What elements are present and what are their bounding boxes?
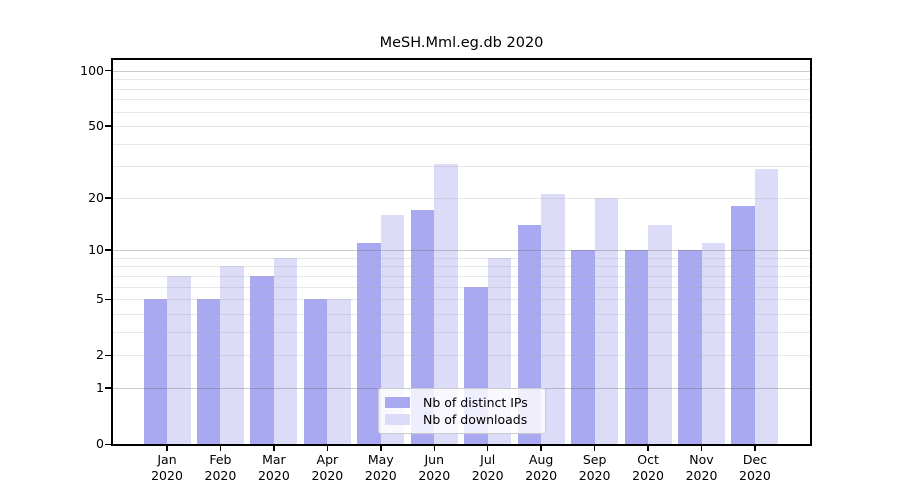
downloads-bar bbox=[220, 266, 244, 444]
y-axis-tick-label: 100 bbox=[80, 62, 104, 78]
x-tick-mark bbox=[433, 446, 435, 451]
downloads-bar bbox=[754, 168, 779, 444]
x-tick-mark bbox=[754, 446, 756, 451]
minor-gridline bbox=[113, 299, 810, 301]
x-axis-tick-label: Nov 2020 bbox=[685, 452, 718, 483]
minor-gridline bbox=[113, 257, 810, 259]
minor-gridline bbox=[113, 126, 810, 127]
minor-gridline bbox=[113, 286, 810, 288]
legend-swatch-distinct-ips bbox=[385, 397, 410, 408]
x-tick-mark bbox=[273, 446, 275, 451]
y-axis-tick-label: 0 bbox=[96, 436, 104, 452]
minor-gridline bbox=[113, 197, 810, 199]
x-axis-tick-label: Aug 2020 bbox=[525, 452, 558, 483]
downloads-bar bbox=[594, 197, 619, 444]
x-tick-mark bbox=[700, 446, 703, 451]
major-gridline bbox=[113, 250, 810, 252]
y-tick-mark bbox=[105, 69, 113, 72]
minor-gridline bbox=[113, 111, 810, 113]
x-tick-mark bbox=[166, 446, 168, 451]
x-axis-tick-label: Feb 2020 bbox=[204, 452, 237, 483]
chart-title: MeSH.Mml.eg.db 2020 bbox=[379, 35, 544, 51]
downloads-bar bbox=[380, 214, 405, 444]
minor-gridline bbox=[113, 314, 810, 315]
x-tick-mark bbox=[219, 446, 222, 451]
minor-gridline bbox=[113, 166, 810, 168]
x-tick-mark bbox=[540, 446, 542, 451]
ips-bar bbox=[357, 243, 381, 444]
x-tick-mark bbox=[380, 446, 382, 451]
downloads-bar bbox=[701, 243, 725, 444]
x-axis-tick-label: Jul 2020 bbox=[471, 452, 504, 483]
y-tick-mark bbox=[105, 443, 113, 446]
x-axis-tick-label: May 2020 bbox=[364, 452, 397, 483]
x-axis-tick-label: Oct 2020 bbox=[632, 452, 664, 483]
minor-gridline bbox=[113, 143, 810, 145]
ips-bar bbox=[678, 250, 702, 444]
minor-gridline bbox=[113, 99, 810, 101]
y-tick-mark bbox=[105, 354, 113, 357]
minor-gridline bbox=[113, 79, 810, 81]
ips-bar bbox=[250, 275, 274, 444]
minor-gridline bbox=[113, 88, 810, 90]
legend-item-downloads: Nb of downloads bbox=[385, 411, 545, 428]
y-axis-tick-label: 5 bbox=[96, 291, 104, 307]
legend-label-distinct-ips: Nb of distinct IPs bbox=[423, 395, 528, 410]
y-tick-mark bbox=[105, 197, 113, 199]
y-axis-tick-label: 50 bbox=[88, 118, 104, 133]
minor-gridline bbox=[113, 266, 810, 268]
downloads-bar bbox=[167, 275, 191, 444]
ips-bar bbox=[196, 299, 221, 444]
legend-swatch-downloads bbox=[385, 414, 410, 425]
x-tick-mark bbox=[593, 446, 596, 451]
y-tick-mark bbox=[105, 298, 113, 300]
legend-item-distinct-ips: Nb of distinct IPs bbox=[385, 394, 545, 411]
y-tick-mark bbox=[105, 387, 113, 389]
downloads-bar bbox=[273, 257, 298, 444]
minor-gridline bbox=[113, 355, 810, 357]
y-axis-tick-label: 20 bbox=[88, 189, 104, 205]
plot-area bbox=[111, 58, 812, 446]
minor-gridline bbox=[113, 275, 810, 277]
ips-bar bbox=[410, 210, 435, 444]
ips-bar bbox=[303, 299, 328, 444]
x-tick-mark bbox=[486, 446, 489, 451]
y-axis-tick-label: 1 bbox=[96, 380, 104, 396]
x-axis-tick-label: Jun 2020 bbox=[418, 452, 451, 483]
x-tick-mark bbox=[647, 446, 649, 451]
y-axis-tick-label: 10 bbox=[88, 242, 104, 258]
ips-bar bbox=[571, 250, 595, 444]
y-tick-mark bbox=[105, 125, 113, 127]
x-axis-tick-label: Dec 2020 bbox=[739, 452, 771, 483]
x-axis-tick-label: Sep 2020 bbox=[578, 452, 611, 483]
minor-gridline bbox=[113, 332, 810, 334]
y-tick-mark bbox=[105, 249, 113, 251]
major-gridline bbox=[113, 70, 810, 72]
downloads-bar bbox=[541, 194, 565, 444]
downloads-bar bbox=[434, 163, 458, 444]
x-axis-tick-label: Jan 2020 bbox=[151, 452, 183, 483]
downloads-bar bbox=[327, 299, 351, 444]
legend: Nb of distinct IPs Nb of downloads bbox=[378, 388, 546, 434]
ips-bar bbox=[624, 250, 649, 444]
x-axis-tick-label: Mar 2020 bbox=[257, 452, 290, 483]
y-axis-tick-label: 2 bbox=[96, 347, 104, 363]
x-tick-mark bbox=[326, 446, 329, 451]
ips-bar bbox=[731, 205, 755, 444]
legend-label-downloads: Nb of downloads bbox=[423, 412, 528, 427]
ips-bar bbox=[143, 299, 167, 444]
x-axis-tick-label: Apr 2020 bbox=[311, 452, 344, 483]
downloads-bar bbox=[648, 225, 672, 444]
